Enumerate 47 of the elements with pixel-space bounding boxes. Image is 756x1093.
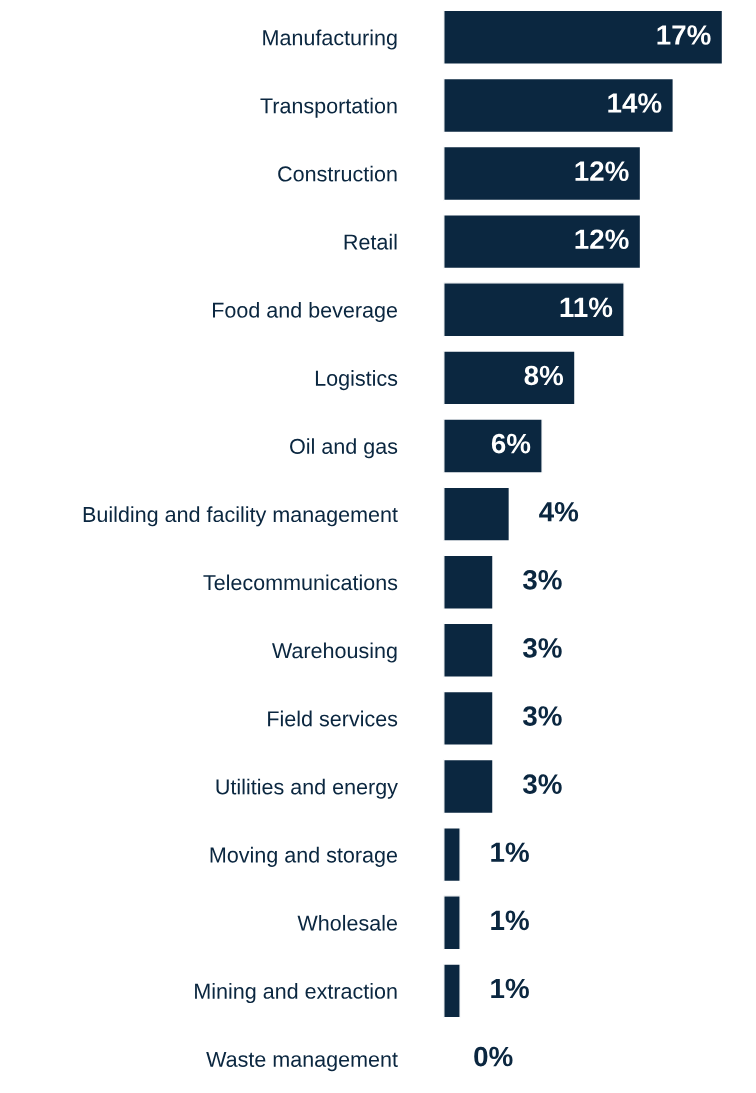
data-label: 3% bbox=[522, 569, 562, 590]
y-tick-label: Oil and gas bbox=[290, 438, 398, 459]
y-tick-label: Manufacturing bbox=[263, 29, 397, 50]
bar bbox=[443, 827, 461, 883]
data-label: 14% bbox=[608, 93, 662, 113]
y-tick-label: Building and facility management bbox=[83, 506, 398, 527]
bar bbox=[443, 350, 576, 406]
y-tick-label: Food and beverage bbox=[213, 301, 397, 323]
data-label: 12% bbox=[575, 229, 629, 250]
y-tick-label: Transportation bbox=[260, 97, 397, 118]
y-tick-label: Utilities and energy bbox=[216, 778, 398, 799]
data-label: 4% bbox=[539, 501, 579, 522]
bar bbox=[443, 554, 494, 610]
bar bbox=[443, 895, 461, 951]
data-label: 12% bbox=[575, 161, 629, 181]
data-label: 0% bbox=[474, 1046, 513, 1067]
y-tick-label: Construction bbox=[278, 165, 397, 182]
bar bbox=[443, 690, 494, 747]
y-tick-label: Warehousing bbox=[272, 642, 397, 663]
data-label: 3% bbox=[522, 706, 562, 726]
data-label: 3% bbox=[522, 774, 562, 795]
y-tick-label: Field services bbox=[268, 710, 398, 727]
data-label: 1% bbox=[491, 842, 529, 863]
y-tick-label: Telecommunications bbox=[203, 574, 398, 591]
bar bbox=[443, 486, 511, 542]
bar bbox=[443, 77, 674, 134]
data-label: 3% bbox=[522, 638, 562, 658]
data-label: 1% bbox=[491, 910, 529, 931]
y-tick-label: Wholesale bbox=[297, 914, 397, 931]
bar bbox=[443, 963, 461, 1019]
bar bbox=[443, 9, 724, 65]
data-label: 17% bbox=[657, 25, 711, 45]
bar bbox=[443, 758, 494, 815]
bar bbox=[443, 282, 625, 338]
bar bbox=[443, 418, 543, 474]
y-tick-label: Retail bbox=[344, 233, 397, 250]
data-label: 11% bbox=[560, 297, 613, 318]
y-tick-label: Logistics bbox=[315, 370, 398, 391]
data-label: 1% bbox=[491, 978, 529, 999]
bar bbox=[443, 214, 642, 270]
bar bbox=[443, 145, 642, 202]
bar bbox=[443, 622, 494, 678]
y-tick-label: Waste management bbox=[206, 1051, 398, 1072]
y-tick-label: Mining and extraction bbox=[195, 983, 397, 1004]
data-label: 6% bbox=[491, 433, 531, 454]
y-tick-label: Moving and storage bbox=[210, 846, 397, 867]
data-label: 8% bbox=[524, 365, 564, 386]
